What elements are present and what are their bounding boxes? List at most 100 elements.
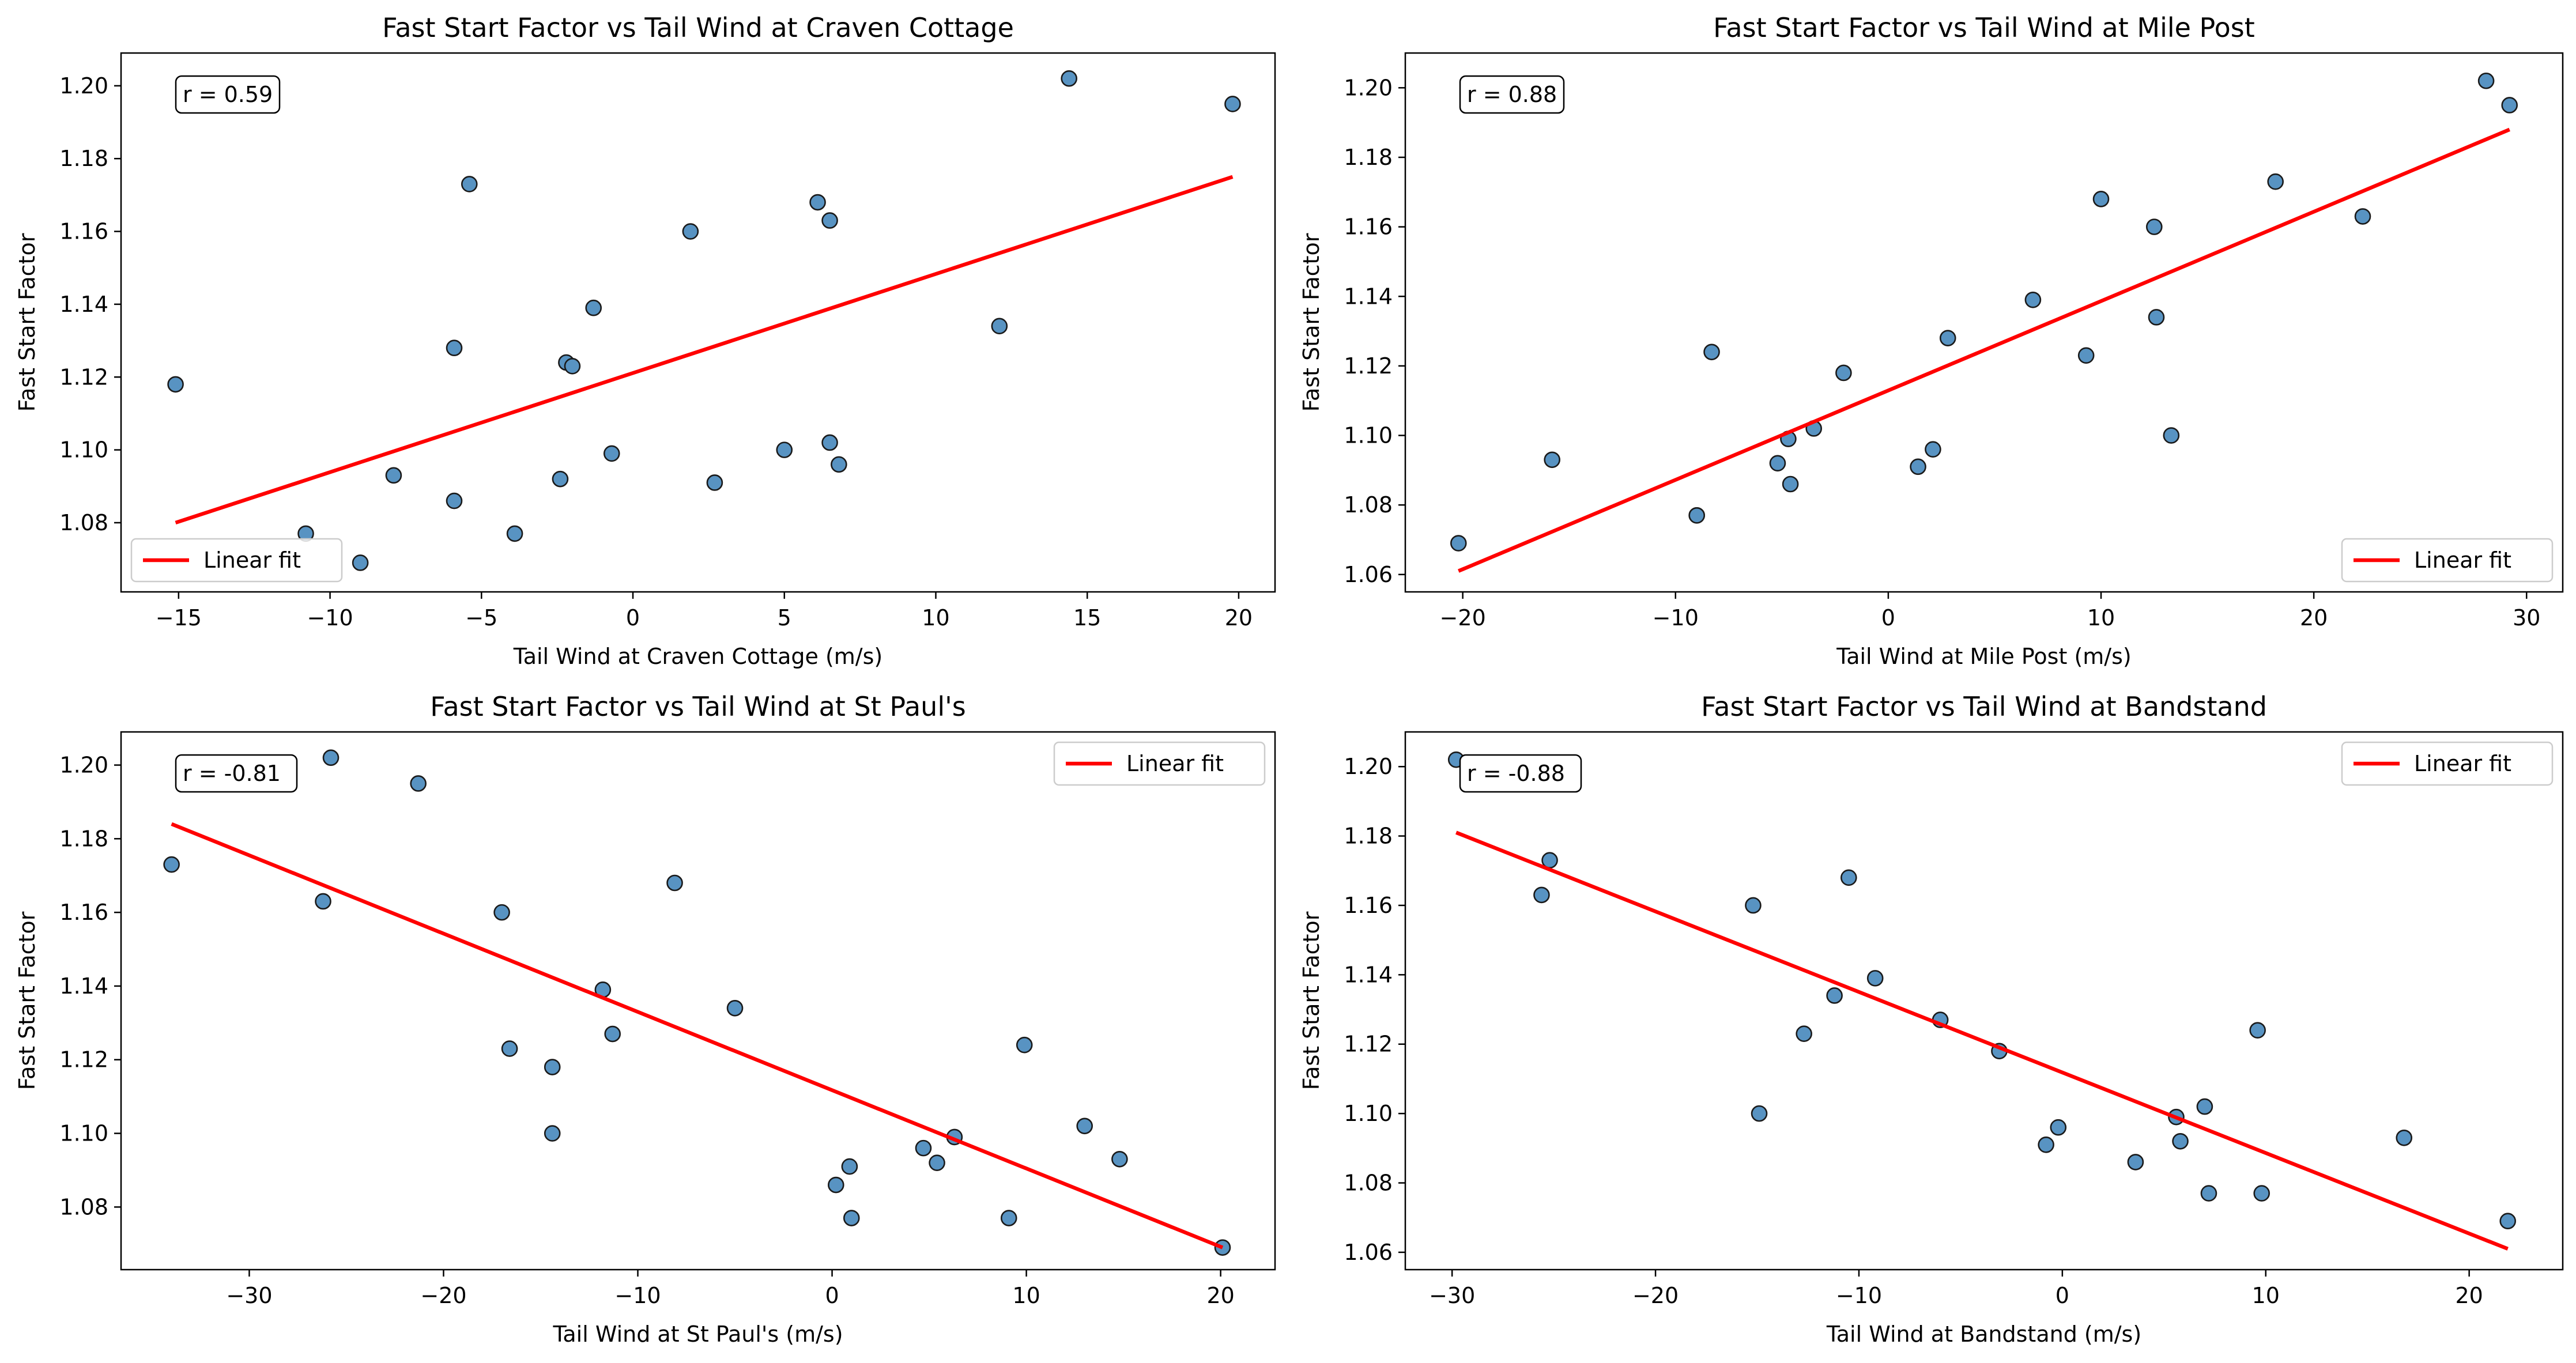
x-tick-label: 0 — [626, 605, 640, 630]
x-tick-label: −10 — [307, 605, 353, 630]
x-axis-label: Tail Wind at Mile Post (m/s) — [1836, 644, 2131, 669]
data-point — [322, 749, 340, 767]
x-tick-label: 0 — [2055, 1283, 2069, 1308]
correlation-label: r = 0.88 — [1467, 82, 1557, 107]
data-point — [827, 1176, 844, 1194]
data-point — [2499, 1213, 2517, 1230]
data-point — [461, 176, 478, 192]
data-point — [682, 223, 699, 240]
data-point — [1751, 1105, 1768, 1122]
x-tick-label: 10 — [1012, 1283, 1040, 1308]
y-tick-label: 1.10 — [59, 1121, 108, 1146]
y-tick-label: 1.06 — [1344, 562, 1393, 587]
correlation-label: r = -0.88 — [1467, 761, 1565, 786]
y-tick-label: 1.06 — [1344, 1240, 1393, 1265]
x-tick-label: −20 — [1440, 605, 1486, 630]
data-point — [2249, 1022, 2266, 1039]
x-tick-label: 5 — [778, 605, 791, 630]
data-point — [2050, 1119, 2067, 1136]
x-tick-label: 10 — [2087, 605, 2115, 630]
subplot-title: Fast Start Factor vs Tail Wind at Bandst… — [1701, 691, 2267, 722]
y-tick-label: 1.10 — [1344, 423, 1393, 448]
data-point — [1688, 507, 1705, 524]
data-point — [1224, 96, 1241, 112]
data-point — [821, 434, 838, 451]
legend-label: Linear fit — [2414, 751, 2511, 776]
subplot-4: Fast Start Factor vs Tail Wind at Bandst… — [1299, 691, 2564, 1347]
data-point — [2501, 97, 2518, 114]
data-point — [915, 1139, 932, 1157]
data-point — [929, 1154, 945, 1171]
data-point — [603, 445, 620, 462]
legend: Linear fit — [2341, 741, 2554, 786]
x-axis-label: Tail Wind at St Paul's (m/s) — [552, 1322, 843, 1347]
x-tick-label: −30 — [1429, 1283, 1475, 1308]
data-point — [2354, 208, 2371, 225]
x-axis-label: Tail Wind at Craven Cottage (m/s) — [513, 644, 882, 669]
data-point — [552, 470, 569, 488]
data-point — [315, 893, 331, 910]
y-tick-label: 1.08 — [59, 1194, 108, 1219]
legend: Linear fit — [1053, 741, 1266, 786]
data-point — [585, 299, 602, 316]
axes-frame — [1404, 52, 2564, 593]
data-point — [2253, 1185, 2270, 1202]
y-axis-label: Fast Start Factor — [1299, 233, 1324, 411]
y-tick-label: 1.16 — [59, 219, 108, 244]
data-point — [1925, 441, 1941, 458]
y-tick-label: 1.08 — [59, 510, 108, 535]
y-tick-label: 1.18 — [59, 146, 108, 171]
y-tick-label: 1.18 — [1344, 824, 1393, 849]
legend: Linear fit — [130, 538, 343, 583]
data-point — [564, 358, 581, 375]
y-tick-label: 1.16 — [59, 900, 108, 925]
y-tick-label: 1.18 — [1344, 145, 1393, 170]
data-point — [831, 456, 847, 473]
fit-line — [1455, 830, 2509, 1251]
data-point — [1840, 869, 1857, 886]
y-tick-label: 1.18 — [59, 826, 108, 851]
data-point — [604, 1025, 621, 1043]
legend-box — [2341, 741, 2554, 786]
data-point — [2163, 427, 2180, 444]
legend-box — [2341, 538, 2554, 583]
subplot-3: Fast Start Factor vs Tail Wind at St Pau… — [14, 691, 1276, 1347]
subplot-title: Fast Start Factor vs Tail Wind at Craven… — [382, 12, 1014, 43]
data-point — [2148, 309, 2165, 326]
y-tick-label: 1.14 — [1344, 284, 1393, 309]
data-point — [1061, 70, 1077, 87]
correlation-box — [1459, 754, 1582, 793]
data-point — [544, 1125, 561, 1142]
x-axis-label: Tail Wind at Bandstand (m/s) — [1826, 1322, 2141, 1347]
y-tick-label: 1.16 — [1344, 214, 1393, 240]
data-point — [1016, 1036, 1033, 1054]
data-point — [1866, 970, 1884, 987]
data-point — [1826, 987, 1843, 1004]
correlation-label: r = 0.59 — [183, 82, 273, 107]
x-tick-label: 20 — [2300, 605, 2328, 630]
y-axis-label: Fast Start Factor — [14, 911, 40, 1090]
data-point — [1910, 458, 1926, 475]
data-point — [410, 775, 427, 792]
data-point — [506, 525, 523, 542]
subplot-2: Fast Start Factor vs Tail Wind at Mile P… — [1299, 12, 2564, 669]
data-point — [2196, 1098, 2213, 1115]
y-axis-label: Fast Start Factor — [1299, 911, 1324, 1090]
data-point — [666, 874, 683, 892]
data-point — [1111, 1150, 1128, 1168]
data-point — [1450, 535, 1467, 552]
subplot-title: Fast Start Factor vs Tail Wind at Mile P… — [1713, 12, 2255, 43]
data-point — [991, 318, 1008, 335]
data-point — [2267, 173, 2284, 190]
data-point — [776, 441, 793, 458]
legend-label: Linear fit — [2414, 548, 2511, 573]
x-tick-label: −20 — [1632, 1283, 1679, 1308]
correlation-box — [175, 75, 281, 114]
legend-label: Linear fit — [1126, 751, 1224, 776]
y-tick-label: 1.14 — [1344, 962, 1393, 987]
data-point — [352, 554, 369, 571]
axes-frame — [120, 731, 1276, 1271]
x-tick-label: 15 — [1073, 605, 1101, 630]
data-point — [163, 856, 180, 873]
x-tick-label: −10 — [614, 1283, 661, 1308]
